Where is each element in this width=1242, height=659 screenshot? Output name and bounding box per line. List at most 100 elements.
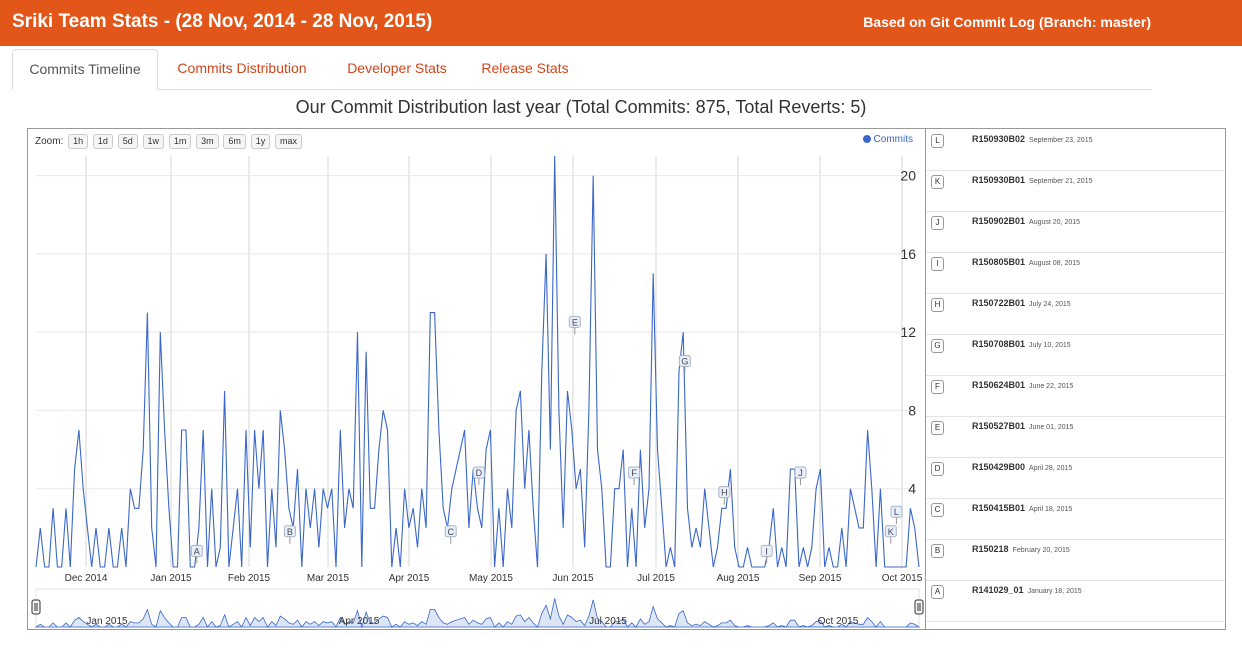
flag-marker (472, 466, 485, 479)
release-flag-badge: D (931, 462, 944, 476)
zoom-1y-button[interactable]: 1y (250, 134, 271, 149)
release-row[interactable]: I R150805B01 August 08, 2015 (926, 252, 1225, 294)
chart-title: Our Commit Distribution last year (Total… (295, 97, 867, 117)
flag-marker (760, 544, 773, 557)
x-tick-label: Oct 2015 (882, 573, 923, 584)
release-flag-badge: C (931, 503, 944, 517)
navigator-handle[interactable] (31, 599, 41, 615)
release-name-text: R150624B01 (972, 380, 1026, 390)
release-name-text: R150429B00 (972, 462, 1026, 472)
page-subtitle: Based on Git Commit Log (Branch: master) (863, 14, 1151, 30)
release-date: August 08, 2015 (1029, 260, 1081, 267)
release-date: July 24, 2015 (1029, 301, 1071, 308)
tab-release-stats[interactable]: Release Stats (481, 60, 569, 76)
release-row[interactable]: A R141029_01 January 18, 2015 (926, 580, 1225, 622)
flag-letter: G (681, 357, 688, 367)
release-name: R150218 February 20, 2015 (972, 544, 1070, 554)
release-name-text: R150708B01 (972, 339, 1026, 349)
release-date: September 23, 2015 (1029, 137, 1093, 144)
release-name: R141029_01 January 18, 2015 (972, 585, 1082, 595)
release-date: June 01, 2015 (1029, 424, 1074, 431)
release-row[interactable]: K R150930B01 September 21, 2015 (926, 170, 1225, 212)
navigator-handle[interactable] (914, 599, 924, 615)
release-row[interactable]: L R150930B02 September 23, 2015 (926, 129, 1225, 171)
zoom-6m-button[interactable]: 6m (223, 134, 246, 149)
release-flag-badge: G (931, 339, 944, 353)
navigator-frame (35, 588, 920, 628)
legend-label: Commits (873, 134, 913, 145)
zoom-3m-button[interactable]: 3m (196, 134, 219, 149)
flag-letter: I (765, 546, 768, 556)
release-name-text: R150902B01 (972, 216, 1026, 226)
release-name: R150415B01 April 18, 2015 (972, 503, 1072, 513)
commits-timeline-chart[interactable]: 4 8 12 16 20 Dec 2014 Jan 2015 Feb 2015 Mar 2015… (27, 128, 925, 630)
release-name: R150429B00 April 28, 2015 (972, 462, 1072, 472)
flag-marker (718, 486, 731, 499)
release-name-text: R150218 (972, 544, 1009, 554)
flag-letter: J (798, 468, 803, 478)
tab-commits-timeline[interactable]: Commits Timeline (12, 49, 158, 90)
release-name-text: R150805B01 (972, 257, 1026, 267)
release-date: September 21, 2015 (1029, 178, 1093, 185)
zoom-1w-button[interactable]: 1w (142, 134, 165, 149)
flag-letter: L (894, 507, 899, 517)
zoom-controls: Zoom: 1h 1d 5d 1w 1m 3m 6m 1y max (35, 134, 304, 149)
release-row[interactable]: D R150429B00 April 28, 2015 (926, 457, 1225, 499)
release-flag-badge: L (931, 134, 944, 148)
release-name: R150930B01 September 21, 2015 (972, 175, 1092, 185)
release-date: April 28, 2015 (1029, 465, 1073, 472)
release-name-text: R150527B01 (972, 421, 1026, 431)
navigator-label: Jul 2015 (589, 616, 627, 627)
release-name-text: R150415B01 (972, 503, 1026, 513)
flag-marker (884, 525, 897, 538)
flag-letter: D (476, 468, 483, 478)
header-bar: Sriki Team Stats - (28 Nov, 2014 - 28 No… (0, 0, 1242, 46)
zoom-1m-button[interactable]: 1m (168, 134, 192, 149)
release-row[interactable]: C R150415B01 April 18, 2015 (926, 498, 1225, 540)
zoom-label: Zoom: (35, 136, 64, 147)
chart-legend[interactable]: Commits (862, 134, 913, 145)
release-date: June 22, 2015 (1029, 383, 1074, 390)
flag-marker (568, 315, 581, 328)
release-flag-badge: B (931, 544, 944, 558)
release-name-text: R150722B01 (972, 298, 1026, 308)
flag-letter: H (721, 488, 728, 498)
zoom-max-button[interactable]: max (275, 134, 303, 149)
commits-series-line (35, 155, 920, 568)
release-row[interactable]: F R150624B01 June 22, 2015 (926, 375, 1225, 417)
x-tick-label: Sep 2015 (799, 573, 842, 584)
navigator-series-area (34, 598, 921, 629)
release-name-text: R150930B02 (972, 134, 1026, 144)
release-row[interactable]: E R150527B01 June 01, 2015 (926, 416, 1225, 458)
zoom-5d-button[interactable]: 5d (117, 134, 138, 149)
x-tick-label: Aug 2015 (717, 573, 760, 584)
release-name: R150722B01 July 24, 2015 (972, 298, 1071, 308)
x-tick-label: Dec 2014 (65, 573, 108, 584)
tab-commits-distribution[interactable]: Commits Distribution (177, 60, 307, 76)
flag-letter: C (447, 527, 454, 537)
zoom-1d-button[interactable]: 1d (92, 134, 113, 149)
release-name: R150805B01 August 08, 2015 (972, 257, 1080, 267)
release-row[interactable]: B R150218 February 20, 2015 (926, 539, 1225, 581)
release-flag-badge: K (931, 175, 944, 189)
flag-letter: B (287, 527, 293, 537)
flag-letter: F (631, 468, 637, 478)
navigator-label: Oct 2015 (818, 616, 859, 627)
release-date: April 18, 2015 (1029, 506, 1073, 513)
flag-marker (628, 466, 641, 479)
tab-developer-stats[interactable]: Developer Stats (347, 60, 447, 76)
release-row[interactable]: G R150708B01 July 10, 2015 (926, 334, 1225, 376)
release-list: L R150930B02 September 23, 2015 K R150930B01… (925, 128, 1226, 630)
page-title: Sriki Team Stats - (28 Nov, 2014 - 28 No… (12, 11, 433, 32)
release-name: R150930B02 September 23, 2015 (972, 134, 1092, 144)
legend-dot-icon (862, 135, 871, 143)
release-row[interactable]: H R150722B01 July 24, 2015 (926, 293, 1225, 335)
release-flag-badge: F (931, 380, 944, 394)
flag-marker (794, 466, 807, 479)
zoom-1h-button[interactable]: 1h (68, 134, 89, 149)
release-row[interactable]: J R150902B01 August 20, 2015 (926, 211, 1225, 253)
y-tick-label: 20 (900, 168, 916, 184)
release-name: R150527B01 June 01, 2015 (972, 421, 1073, 431)
flag-marker (283, 525, 296, 538)
flag-letter: A (194, 546, 200, 556)
